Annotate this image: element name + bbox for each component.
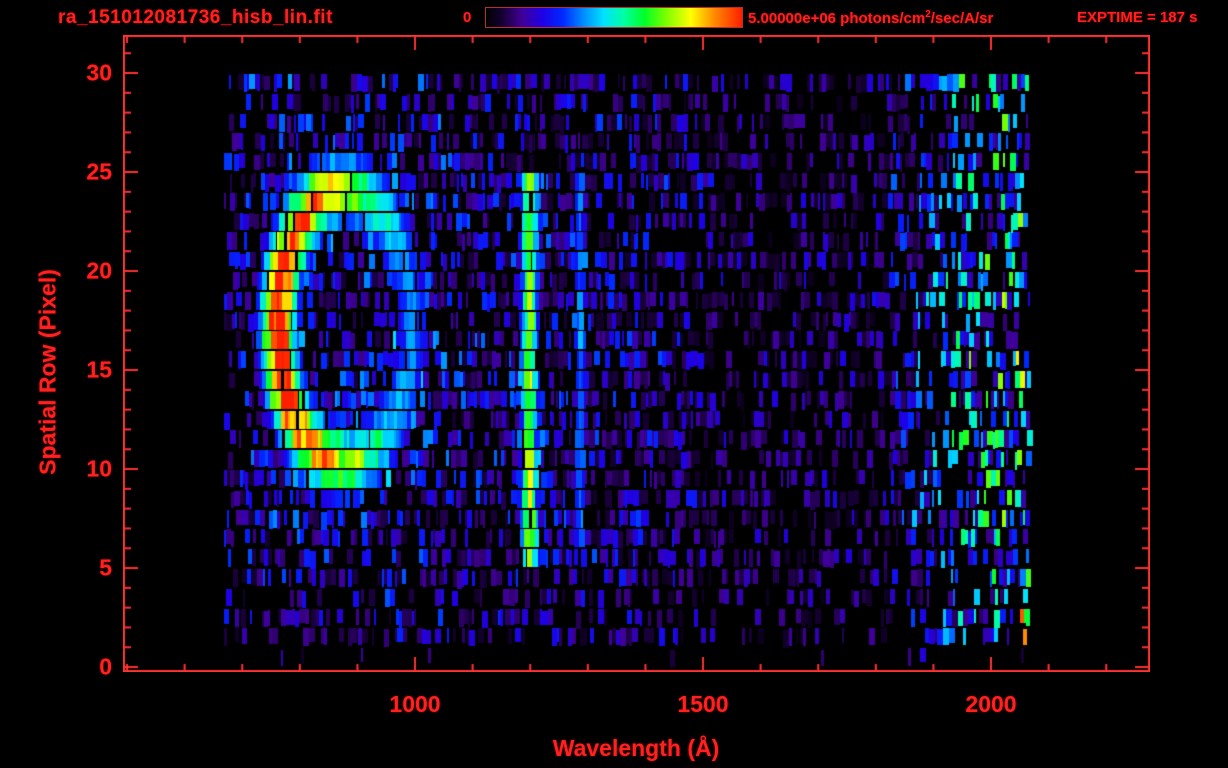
y-axis-title: Spatial Row (Pixel): [34, 269, 61, 475]
exptime-label: EXPTIME = 187 s: [1077, 9, 1198, 26]
colorbar-max-value: 5.00000e+06: [748, 10, 837, 27]
colorbar-units-text: photons/cm: [836, 10, 926, 27]
y-tick-label: 15: [86, 356, 112, 383]
y-tick-label: 25: [86, 158, 112, 185]
y-tick-label: 5: [99, 554, 112, 581]
x-tick-label: 1000: [389, 691, 441, 717]
colorbar-units-suffix: /sec/A/sr: [930, 10, 994, 27]
colorbar-min-label: 0: [463, 9, 472, 26]
colorbar-max-label: 5.00000e+06 photons/cm2/sec/A/sr: [748, 9, 993, 27]
plot-frame: Wavelength (Å) Spatial Row (Pixel) 1000 1…: [35, 35, 1150, 761]
x-tick-label: 2000: [965, 691, 1017, 717]
y-tick-label: 30: [86, 59, 112, 86]
x-tick-label: 1500: [677, 691, 729, 717]
x-axis-title: Wavelength (Å): [552, 735, 720, 761]
y-tick-label: 0: [99, 653, 112, 680]
y-tick-label: 20: [86, 257, 112, 284]
colorbar-gradient: [485, 7, 743, 28]
file-title: ra_151012081736_hisb_lin.fit: [58, 7, 333, 28]
y-tick-label: 10: [86, 455, 112, 482]
spectrogram-canvas: [123, 35, 1150, 672]
colorbar-units-superscript: 2: [925, 9, 931, 20]
